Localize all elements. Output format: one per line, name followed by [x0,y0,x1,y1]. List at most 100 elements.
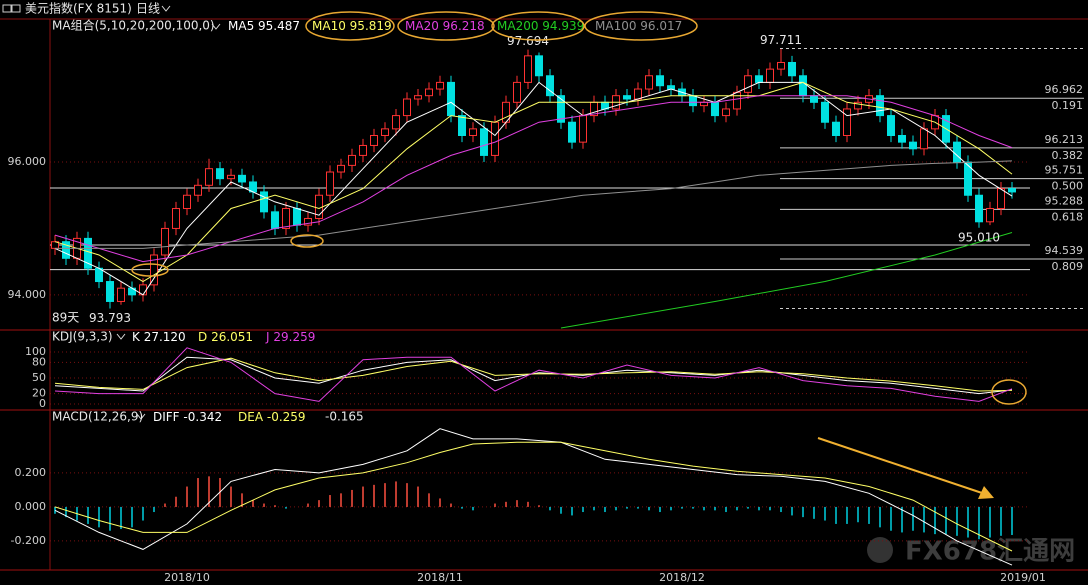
dropdown-chevron[interactable] [116,333,126,340]
legend-name: D [198,330,207,344]
legend-value: -0.259 [267,410,306,424]
candle-body [887,115,895,137]
candle-body [997,188,1005,210]
legend-value: -0.342 [183,410,222,424]
y-tick-label: 80 [32,355,46,368]
price-label: 95.010 [958,230,1000,244]
indicator-line [54,357,1013,392]
ma-line [560,232,1013,329]
candle-body [480,128,488,156]
y-tick-label: 0 [39,397,46,410]
legend-name: MA200 [497,19,538,33]
candle-body [568,121,576,143]
legend-value: -0.165 [325,410,364,424]
ma-line [55,160,1013,249]
fib-price-label: 94.539 [1045,244,1084,257]
fib-ratio-label: 0.382 [1052,149,1084,162]
candle-body [843,108,851,137]
candle-body [150,254,158,286]
fib-price-label: 95.751 [1045,164,1084,177]
candle-body [920,128,928,150]
indicator-label: MA组合(5,10,20,200,100,0) [52,18,215,33]
legend-name: J [265,330,270,344]
highlight [290,234,324,248]
candle-body [425,88,433,97]
toolbar-icon[interactable] [2,4,21,13]
candle-body [524,55,532,83]
legend-item: MA20 96.218 [405,19,485,33]
candle-body [623,95,631,100]
watermark-text: FX678汇通网 [905,537,1075,567]
legend-value: 95.487 [258,19,300,33]
legend-item: MA5 95.487 [228,19,300,33]
candle-body [744,75,752,93]
indicator-label: KDJ(9,3,3) [52,330,113,344]
y-tick-label: 0.200 [15,466,47,479]
candle-body [271,211,279,229]
candle-body [777,61,785,70]
legend-item: K 27.120 [132,330,186,344]
candle-body [722,108,730,117]
period-selector[interactable]: 日线 [136,2,160,16]
dropdown-chevron[interactable] [211,23,221,30]
y-tick-label: -0.200 [11,534,46,547]
icon-part [11,4,21,13]
price-label: 97.694 [507,34,549,48]
candle-body [359,144,367,156]
x-tick-label: 2018/11 [417,571,463,584]
dropdown-chevron[interactable] [136,413,146,420]
candle-body [326,171,334,196]
candle-body [414,95,422,100]
candle-body [227,174,235,180]
candle-body [733,91,741,110]
candle-body [579,115,587,143]
indicator-line [54,347,1013,402]
legend-name: MA20 [405,19,439,33]
candle-body [788,61,796,77]
candle-body [513,81,521,103]
candle-body [260,191,268,213]
fib-price-label: 96.962 [1045,83,1084,96]
candle-body [645,75,653,90]
highlight [131,263,169,277]
candle-body [106,281,114,302]
candle-body [491,121,499,156]
legend-value: 94.939 [542,19,584,33]
legend-value: 29.259 [273,330,315,344]
indicator-line [54,441,1013,552]
price-label: 97.711 [760,33,802,47]
y-tick-label: 96.000 [8,155,47,168]
fib-ratio-label: 0.500 [1052,180,1084,193]
highlight [817,437,986,495]
candle-body [205,168,213,186]
ma-line [54,81,1013,283]
candle-body [656,75,664,87]
candle-body [986,208,994,223]
candle-body [898,135,906,143]
x-tick-label: 2018/12 [659,571,705,584]
candle-body [282,208,290,229]
highlight [305,11,395,41]
candle-body [810,95,818,103]
candle-body [348,154,356,166]
x-tick-label: 2019/01 [1000,571,1046,584]
candle-body [458,115,466,137]
candle-body [909,141,917,150]
span-label: 89天 [52,311,79,325]
highlight [978,486,994,499]
candle-body [194,184,202,196]
annotations [131,11,1027,499]
legend-name: MA100 [595,19,636,33]
legend-name: DIFF [153,410,180,424]
fib-ratio-label: 0.809 [1052,260,1084,273]
legend-name: K [132,330,141,344]
candle-body [403,98,411,117]
candle-body [469,128,477,137]
candle-body [370,135,378,146]
candle-body [161,227,169,256]
fib-price-label: 95.288 [1045,194,1084,207]
candle-body [337,164,345,173]
dropdown-chevron[interactable] [161,5,171,12]
